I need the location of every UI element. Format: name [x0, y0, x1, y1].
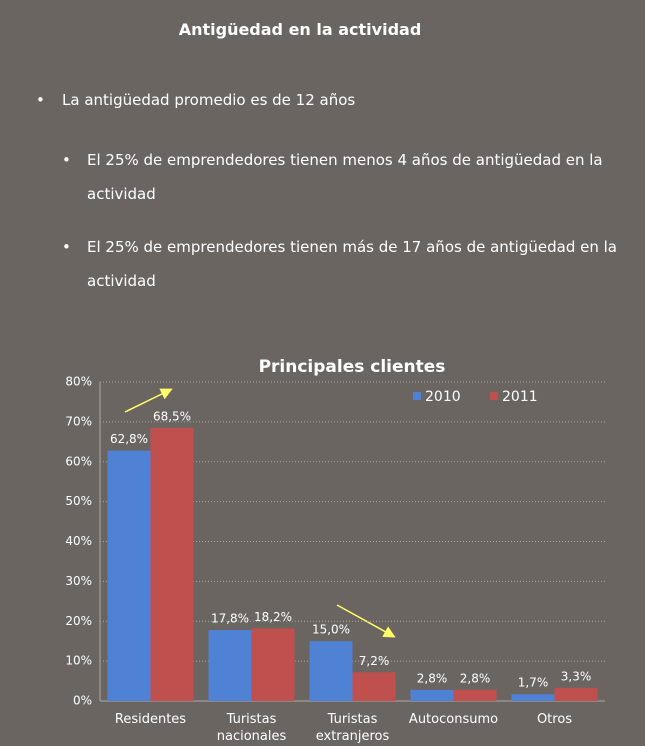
- bullet-dot: •: [62, 151, 71, 169]
- y-tick-label: 20%: [65, 614, 92, 628]
- bar: [150, 427, 194, 701]
- x-tick-label: Autoconsumo: [408, 712, 499, 727]
- legend-label: 2010: [425, 389, 461, 405]
- y-tick-label: 50%: [65, 494, 92, 508]
- bullet-dot: •: [62, 238, 71, 256]
- value-label: 68,5%: [153, 409, 191, 423]
- arrow: [336, 604, 396, 638]
- y-tick-label: 60%: [65, 454, 92, 468]
- y-tick-label: 40%: [65, 534, 92, 548]
- bar: [554, 687, 598, 701]
- value-label: 2,8%: [460, 671, 491, 685]
- value-label: 2,8%: [417, 671, 448, 685]
- value-label: 7,2%: [359, 654, 390, 668]
- chart-title: Principales clientes: [259, 357, 446, 377]
- legend-label: 2011: [502, 389, 538, 405]
- legend-swatch: [490, 392, 498, 400]
- value-label: 3,3%: [561, 669, 592, 683]
- value-label: 62,8%: [110, 432, 148, 446]
- bar: [309, 641, 353, 701]
- bar: [453, 689, 497, 701]
- bullet-dot: •: [36, 91, 45, 109]
- bar: [410, 689, 454, 701]
- y-tick-label: 70%: [65, 414, 92, 428]
- value-label: 17,8%: [211, 612, 249, 626]
- bullet: La antigüedad promedio es de 12 años: [62, 91, 356, 109]
- arrow: [124, 388, 173, 413]
- x-tick-label: Turistas extranjeros: [315, 712, 390, 744]
- value-label: 1,7%: [518, 676, 549, 690]
- sub-bullet: El 25% de emprendedores tienen más de 17…: [87, 238, 617, 290]
- value-label: 18,2%: [254, 610, 292, 624]
- x-tick-label: Residentes: [114, 712, 187, 727]
- sub-bullet: El 25% de emprendedores tienen menos 4 a…: [87, 151, 603, 203]
- y-tick-label: 80%: [65, 375, 92, 389]
- x-tick-label: Otros: [536, 712, 573, 727]
- y-tick-label: 30%: [65, 574, 92, 588]
- value-label: 15,0%: [312, 623, 350, 637]
- bar: [107, 450, 151, 701]
- y-tick-label: 10%: [65, 654, 92, 668]
- bar: [208, 630, 252, 701]
- bar: [352, 672, 396, 701]
- x-tick-label: Turistas nacionales: [216, 712, 287, 744]
- legend-swatch: [413, 392, 421, 400]
- y-tick-label: 0%: [73, 694, 92, 708]
- bar: [511, 694, 555, 701]
- bar: [251, 628, 295, 701]
- slide-title: Antigüedad en la actividad: [178, 20, 422, 39]
